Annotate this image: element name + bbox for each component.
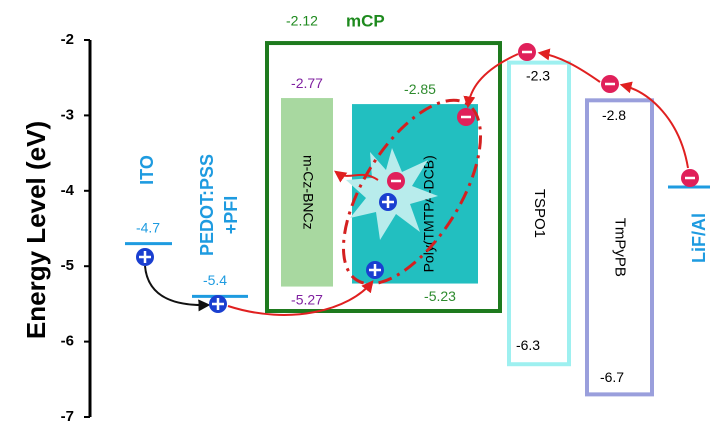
y-tick-label: -3 — [61, 106, 74, 123]
homo-label: -5.27 — [291, 291, 323, 307]
layer-name: Poly(TMTPA-DCB) — [421, 155, 437, 272]
layer-group: -2 -3 -4 -5 -6 -7 Energy Level (eV) -2.12 mCP -2.… — [21, 11, 710, 424]
axis-title: Energy Level (eV) — [21, 121, 51, 339]
y-tick-label: -2 — [61, 31, 74, 48]
hole-arrow — [145, 266, 208, 305]
electron-arrow — [622, 85, 688, 168]
lumo-label: -2.77 — [291, 75, 323, 91]
layer-name: m-Cz-BNCz — [300, 155, 316, 230]
homo-label: -6.7 — [600, 369, 624, 385]
y-tick-label: -7 — [61, 408, 74, 425]
homo-label: -5.23 — [424, 288, 456, 304]
layer-name: TSPO1 — [531, 189, 548, 238]
host-name: mCP — [346, 11, 385, 30]
y-tick-label: -4 — [61, 182, 75, 199]
electrode-name: ITO — [137, 155, 157, 185]
host-level: -2.12 — [286, 13, 318, 29]
lumo-label: -2.3 — [526, 67, 550, 83]
layer-name: TmPyPB — [612, 218, 629, 277]
lumo-label: -2.8 — [602, 107, 626, 123]
lumo-label: -2.85 — [404, 81, 436, 97]
y-tick-label: -5 — [61, 257, 74, 274]
homo-label: -6.3 — [516, 337, 540, 353]
electrode-level-label: -5.4 — [203, 272, 227, 288]
electrode-name: LiF/Al — [689, 213, 709, 263]
y-tick-label: -6 — [61, 333, 74, 350]
electrode-name: +PFI — [221, 196, 241, 235]
electrode-level-label: -4.7 — [136, 219, 160, 235]
energy-diagram: -2 -3 -4 -5 -6 -7 Energy Level (eV) -2.12 mCP -2.… — [0, 0, 712, 426]
electrode-name: PEDOT:PSS — [197, 154, 217, 256]
